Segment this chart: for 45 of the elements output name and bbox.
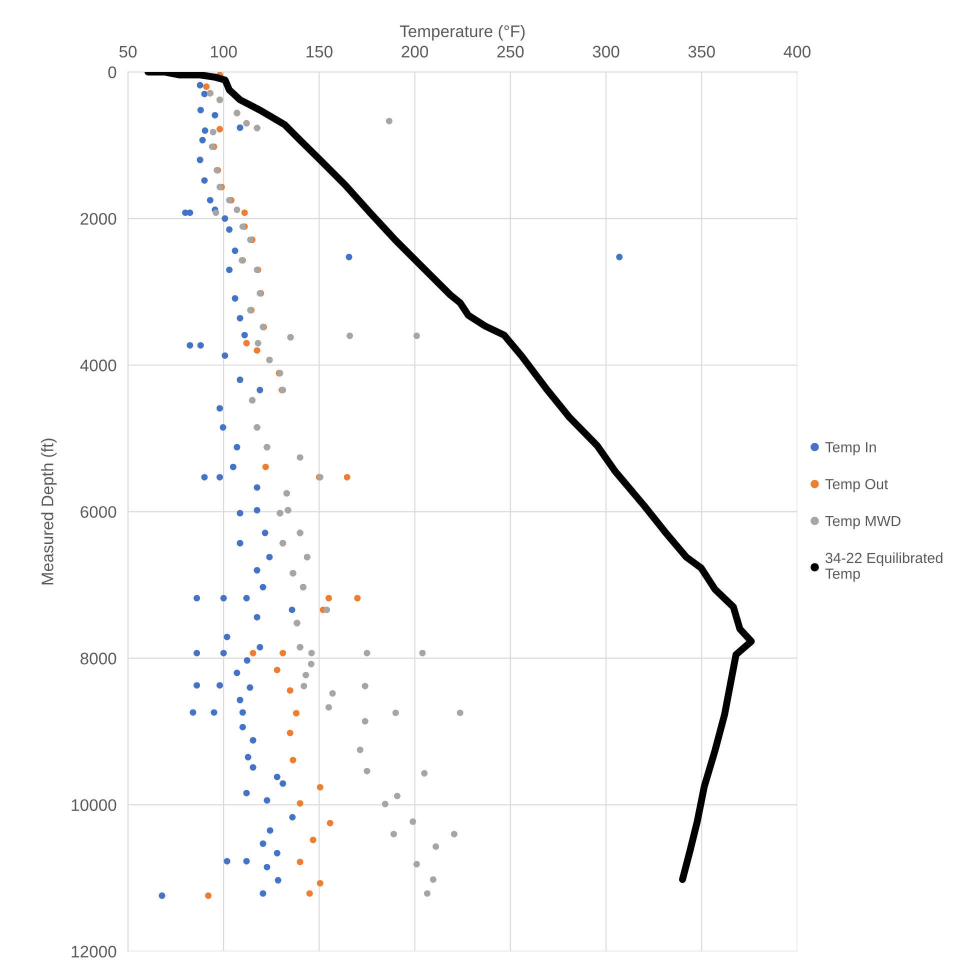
y-tick-label: 0 <box>108 66 116 78</box>
y-tick-label: 8000 <box>80 652 116 664</box>
point <box>203 83 210 90</box>
point <box>292 710 300 716</box>
x-tick-label: 200 <box>402 46 428 58</box>
point <box>306 890 313 897</box>
x-tick-label: 50 <box>119 46 137 58</box>
point <box>250 650 256 656</box>
point <box>316 880 324 886</box>
legend-label: Temp MWD <box>825 516 900 530</box>
point <box>280 650 286 656</box>
point <box>354 594 361 602</box>
point <box>310 836 316 844</box>
point <box>326 820 334 826</box>
x-tick-label: 250 <box>497 46 524 58</box>
x-axis-title: Temperature (°F) <box>400 24 525 40</box>
point <box>326 594 332 602</box>
point <box>274 666 280 674</box>
point <box>262 464 269 470</box>
y-axis-title: Measured Depth (ft) <box>41 438 57 584</box>
x-tick-label: 100 <box>210 46 237 58</box>
legend-label: 34-22 Equilibrated Temp <box>825 552 942 582</box>
x-tick-label: 350 <box>688 46 715 58</box>
legend-label: Temp Out <box>825 478 888 492</box>
point <box>205 892 212 899</box>
x-tick-label: 300 <box>592 46 620 58</box>
point <box>254 347 260 354</box>
point <box>286 730 294 736</box>
legend-label: Temp In <box>825 442 876 456</box>
y-tick-label: 12000 <box>72 946 116 958</box>
y-tick-label: 4000 <box>80 360 116 372</box>
point <box>216 126 224 132</box>
y-tick-label: 10000 <box>72 799 116 812</box>
y-tick-label: 2000 <box>80 212 116 225</box>
x-tick-label: 150 <box>306 46 332 58</box>
point <box>290 756 296 764</box>
y-tick-label: 6000 <box>80 506 116 518</box>
point <box>286 687 294 694</box>
point <box>316 784 324 790</box>
point <box>344 474 350 480</box>
x-tick-label: 400 <box>784 46 810 58</box>
point <box>241 209 248 216</box>
point <box>296 800 304 807</box>
point <box>243 340 250 346</box>
point <box>296 858 304 866</box>
